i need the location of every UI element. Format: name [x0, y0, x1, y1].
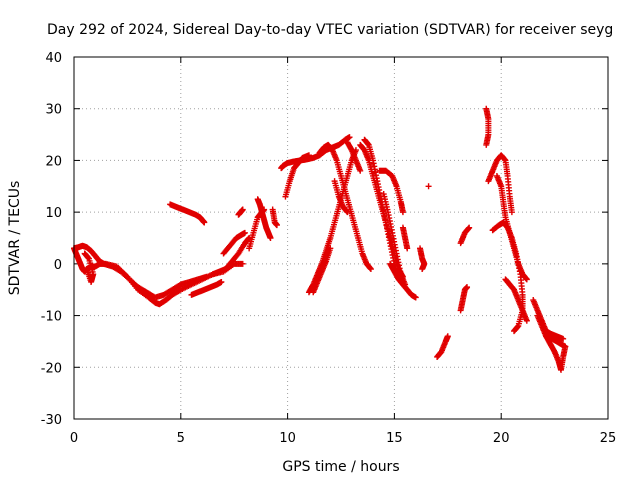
data-point	[404, 245, 411, 252]
data-point	[523, 317, 530, 324]
data-point	[305, 152, 312, 159]
data-point	[241, 229, 248, 236]
series-seyg-z	[425, 183, 432, 190]
series-seyg-ae	[485, 152, 515, 216]
y-tick-label: 30	[45, 103, 62, 118]
series-seyg-ak	[545, 333, 569, 350]
data-point	[483, 141, 490, 148]
y-axis-label: SDTVAR / TECUs	[7, 181, 23, 296]
y-tick-label: -20	[41, 361, 62, 376]
plot-frame	[73, 56, 609, 420]
data-point	[344, 209, 351, 216]
y-tick-label: 40	[45, 51, 62, 66]
series-seyg-n	[305, 147, 359, 296]
data-point	[412, 294, 419, 301]
data-point	[273, 222, 280, 229]
series-seyg-g	[220, 229, 248, 257]
series-seyg-e	[188, 278, 225, 298]
series-seyg-q	[331, 178, 351, 216]
series-seyg-b	[71, 242, 210, 301]
x-tick-label: 20	[493, 431, 510, 446]
data-point	[523, 276, 530, 283]
series-seyg-u	[376, 167, 406, 216]
series-seyg-r	[344, 139, 364, 174]
series-seyg-o	[310, 245, 334, 296]
series-seyg-ab	[457, 284, 471, 314]
data-point	[357, 167, 364, 174]
data-points	[71, 105, 569, 373]
data-point	[327, 245, 334, 252]
y-tick-label: -10	[41, 310, 62, 325]
y-tick-label: -30	[41, 413, 62, 428]
series-seyg-i	[254, 196, 274, 241]
x-tick-label: 25	[600, 431, 617, 446]
data-point	[464, 284, 471, 291]
data-point	[508, 209, 515, 216]
series-seyg-aa	[434, 333, 451, 360]
data-point	[444, 333, 451, 340]
series-seyg-y	[417, 245, 428, 273]
series-seyg-x	[399, 224, 411, 252]
series-seyg-ag	[489, 219, 526, 335]
grid-lines	[74, 57, 608, 419]
data-point	[346, 134, 353, 141]
y-tick-label: 0	[54, 258, 62, 273]
series-seyg-k	[269, 206, 280, 229]
series-seyg-p	[316, 141, 374, 273]
series-seyg-m	[282, 152, 312, 200]
x-axis-label: GPS time / hours	[282, 459, 399, 475]
x-tick-label: 10	[279, 431, 296, 446]
data-point	[562, 343, 569, 350]
series-seyg-aj	[534, 312, 569, 373]
data-point	[218, 278, 225, 285]
data-point	[367, 266, 374, 273]
x-tick-label: 0	[70, 431, 78, 446]
data-point	[83, 266, 90, 273]
series-seyg-l	[278, 134, 353, 172]
data-point	[201, 219, 208, 226]
data-point	[419, 266, 426, 273]
x-tick-label: 5	[177, 431, 185, 446]
data-point	[267, 235, 274, 241]
series-seyg-c	[81, 250, 97, 285]
y-tick-label: 10	[45, 206, 62, 221]
data-point	[239, 260, 246, 267]
x-tick-label: 15	[386, 431, 403, 446]
data-point	[425, 183, 432, 190]
series-seyg-j	[235, 206, 246, 218]
chart-title: Day 292 of 2024, Sidereal Day-to-day VTE…	[47, 22, 613, 38]
data-point	[511, 328, 518, 335]
data-point	[203, 273, 210, 280]
y-tick-label: 20	[45, 154, 62, 169]
series-seyg-w	[387, 260, 419, 301]
series-seyg-d	[167, 201, 208, 226]
series-seyg-ad	[483, 105, 492, 148]
series-seyg-ac	[457, 224, 473, 247]
data-point	[239, 206, 246, 213]
data-point	[399, 209, 406, 216]
data-point	[466, 224, 473, 231]
series-seyg-ah	[502, 276, 530, 324]
data-point	[560, 335, 567, 342]
